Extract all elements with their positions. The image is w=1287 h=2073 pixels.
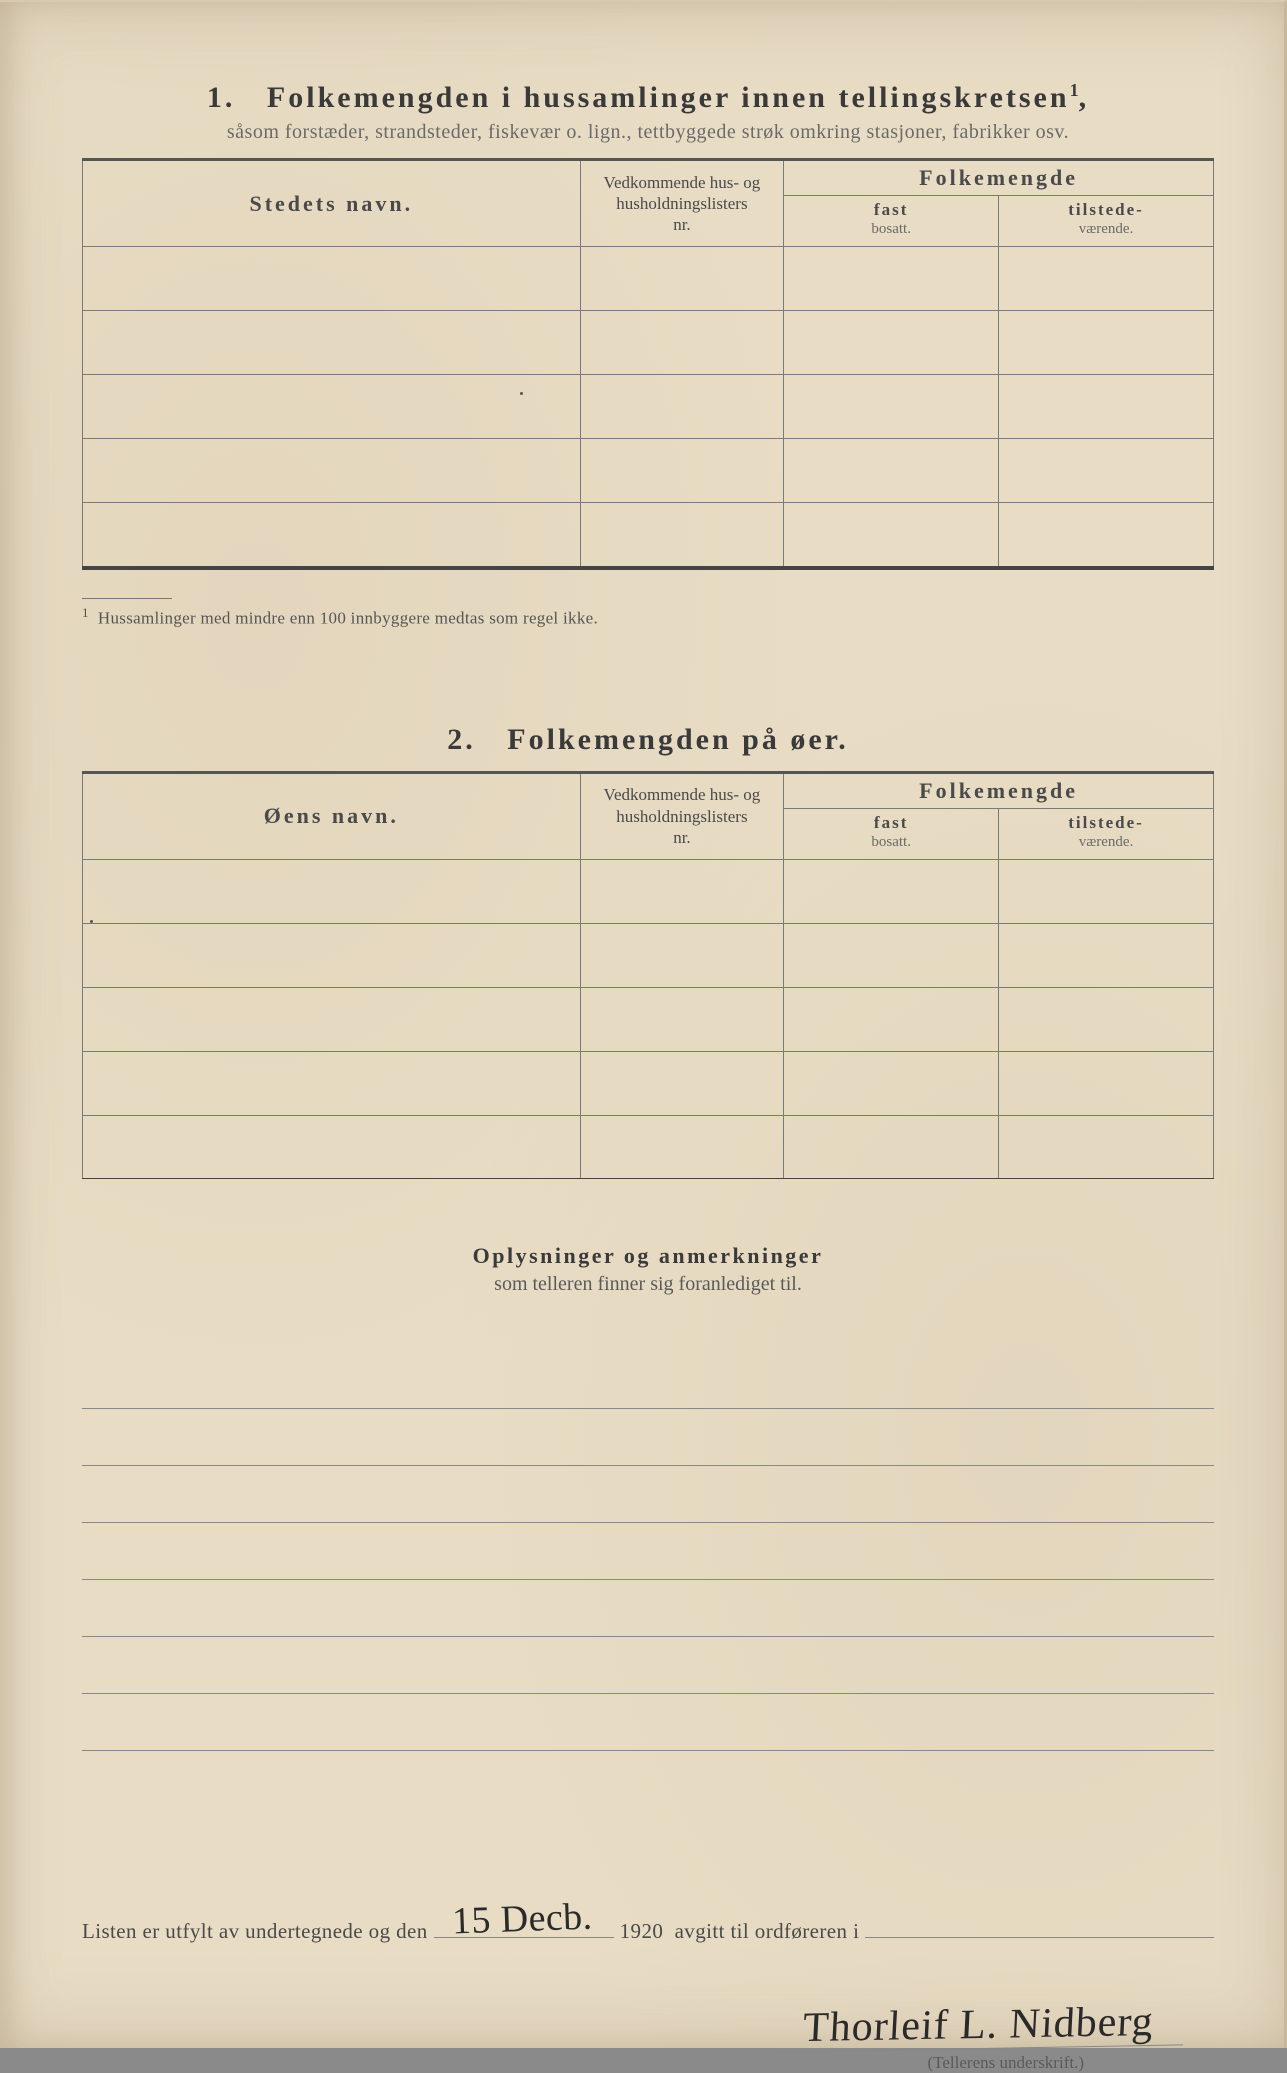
- section2-col-folkemengde: Folkemengde: [784, 772, 1214, 808]
- col2-nr-l3: nr.: [673, 828, 690, 847]
- table-row: [83, 375, 1214, 439]
- til2-light: værende.: [1003, 833, 1209, 851]
- footnote-text: Hussamlinger med mindre enn 100 innbygge…: [98, 609, 598, 628]
- signoff-prefix: Listen er utfylt av undertegnede og den: [82, 1919, 428, 1944]
- section1-col-tilstede: tilstede- værende.: [999, 196, 1214, 247]
- table-row: [83, 987, 1214, 1051]
- signature-block: Thorleif L. Nidberg (Tellerens underskri…: [82, 2004, 1214, 2073]
- section2-col-nr: Vedkommende hus- og husholdningslisters …: [580, 772, 784, 859]
- speck: [90, 920, 93, 923]
- table-row: [83, 923, 1214, 987]
- col-nr-l2: husholdningslisters: [616, 194, 747, 213]
- section2-col-tilstede: tilstede- værende.: [999, 808, 1214, 859]
- table-row: [83, 1115, 1214, 1179]
- section2-body: [83, 859, 1214, 1179]
- fast-light: bosatt.: [788, 220, 994, 238]
- fast2-light: bosatt.: [788, 833, 994, 851]
- section1-col-nr: Vedkommende hus- og husholdningslisters …: [580, 160, 784, 247]
- section1-subtitle: såsom forstæder, strandsteder, fiskevær …: [82, 121, 1214, 144]
- signoff-suffix: avgitt til ordføreren i: [675, 1919, 860, 1944]
- col2-nr-l1: Vedkommende hus- og: [604, 785, 761, 804]
- remarks-subtitle: som telleren finner sig foranlediget til…: [82, 1273, 1214, 1296]
- ruled-line: [82, 1750, 1214, 1751]
- col-nr-l1: Vedkommende hus- og: [604, 173, 761, 192]
- col-nr-l3: nr.: [673, 215, 690, 234]
- section1-closing-rule: [82, 566, 1214, 570]
- footnote: 1 Hussamlinger med mindre enn 100 innbyg…: [82, 605, 1214, 629]
- section1-col-fast: fast bosatt.: [784, 196, 999, 247]
- section2-closing-rule: [82, 1178, 1214, 1179]
- section1-col-name: Stedets navn.: [83, 160, 581, 247]
- remarks-lines: [82, 1334, 1214, 1751]
- section2-title: 2. Folkemengden på øer.: [82, 723, 1214, 757]
- section1-title-sup: 1: [1070, 80, 1079, 100]
- signature-script: Thorleif L. Nidberg: [772, 2001, 1185, 2053]
- signature-caption: (Tellerens underskrift.): [82, 2053, 1184, 2073]
- footnote-rule: [82, 598, 172, 599]
- fast2-bold: fast: [788, 813, 994, 833]
- section2-table: Øens navn. Vedkommende hus- og husholdni…: [82, 771, 1214, 1180]
- document-page: 1. Folkemengden i hussamlinger innen tel…: [0, 0, 1287, 2048]
- fast-bold: fast: [788, 200, 994, 220]
- footnote-marker: 1: [82, 605, 89, 620]
- signoff-year: 1920: [620, 1919, 664, 1944]
- section1-number: 1.: [207, 81, 236, 114]
- section2-col-fast: fast bosatt.: [784, 808, 999, 859]
- remarks-title: Oplysninger og anmerkninger: [82, 1243, 1214, 1269]
- til2-bold: tilstede-: [1003, 813, 1209, 833]
- section1-table: Stedets navn. Vedkommende hus- og hushol…: [82, 158, 1214, 567]
- til-light: værende.: [1003, 220, 1209, 238]
- section1-title-text: Folkemengden i hussamlinger innen tellin…: [267, 81, 1070, 114]
- section2-number: 2.: [447, 723, 476, 756]
- signoff-row: Listen er utfylt av undertegnede og den …: [82, 1919, 1214, 1944]
- table-row: [83, 311, 1214, 375]
- table-row: [83, 1051, 1214, 1115]
- signoff-trail-blank: [865, 1937, 1214, 1938]
- table-row: [83, 503, 1214, 567]
- section1-title: 1. Folkemengden i hussamlinger innen tel…: [82, 80, 1214, 115]
- table-row: [83, 859, 1214, 923]
- section2-title-text: Folkemengden på øer.: [507, 723, 848, 756]
- speck: [520, 392, 523, 395]
- section2-col-name: Øens navn.: [83, 772, 581, 859]
- table-row: [83, 247, 1214, 311]
- til-bold: tilstede-: [1003, 200, 1209, 220]
- section1-body: [83, 247, 1214, 567]
- handwritten-date: 15 Decb.: [451, 1895, 593, 1944]
- table-row: [83, 439, 1214, 503]
- col2-nr-l2: husholdningslisters: [616, 807, 747, 826]
- section1-col-folkemengde: Folkemengde: [784, 160, 1214, 196]
- signoff-date-blank: 15 Decb.: [434, 1937, 614, 1938]
